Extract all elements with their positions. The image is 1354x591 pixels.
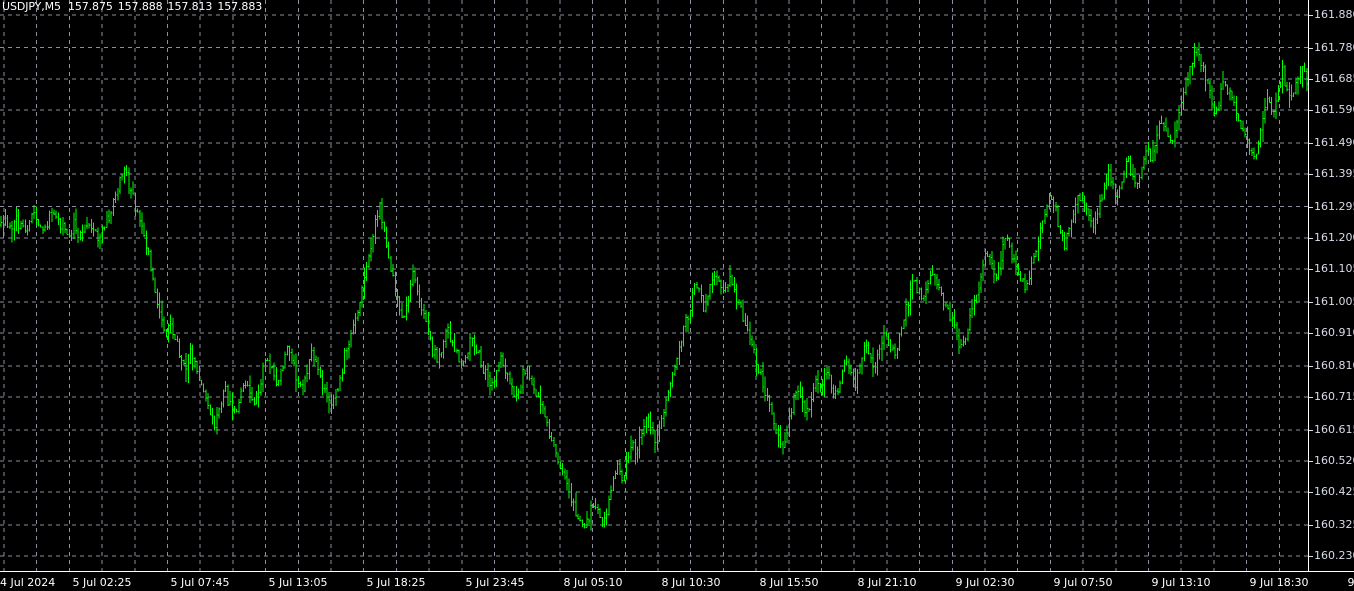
price-axis[interactable]: 161.880 161.780 161.685 161.590 161.490 161.3… <box>1308 0 1354 571</box>
time-axis-label: 9 Jul 18:30 <box>1249 576 1309 589</box>
time-axis-label: 8 Jul 10:30 <box>661 576 721 589</box>
price-tick-mark <box>1309 79 1313 80</box>
time-axis-label: 5 Jul 23:45 <box>465 576 525 589</box>
price-tick-mark <box>1309 461 1313 462</box>
price-axis-label: 161.105 <box>1314 262 1354 275</box>
price-tick-mark <box>1309 174 1313 175</box>
price-tick-mark <box>1309 207 1313 208</box>
time-axis[interactable]: 4 Jul 2024 5 Jul 02:25 5 Jul 07:45 5 Jul 13… <box>0 571 1354 591</box>
price-axis-label: 160.810 <box>1314 359 1354 372</box>
time-axis-label: 8 Jul 15:50 <box>759 576 819 589</box>
time-axis-label: 8 Jul 05:10 <box>563 576 623 589</box>
time-axis-label: 9 Jul 07:50 <box>1053 576 1113 589</box>
price-tick-mark <box>1309 430 1313 431</box>
price-axis-label: 161.200 <box>1314 231 1354 244</box>
time-axis-label: 9 Jul 13:10 <box>1151 576 1211 589</box>
price-tick-mark <box>1309 366 1313 367</box>
price-tick-mark <box>1309 492 1313 493</box>
price-bars-series <box>0 42 1308 531</box>
time-axis-label: 5 Jul 18:25 <box>366 576 426 589</box>
price-tick-mark <box>1309 48 1313 49</box>
time-axis-label: 4 Jul 2024 <box>0 576 56 589</box>
price-tick-mark <box>1309 333 1313 334</box>
price-axis-label: 160.230 <box>1314 549 1354 562</box>
time-axis-label: 8 Jul 21:10 <box>857 576 917 589</box>
time-axis-label: 9 Jul 23:50 <box>1347 576 1354 589</box>
price-tick-mark <box>1309 525 1313 526</box>
price-tick-mark <box>1309 269 1313 270</box>
price-axis-label: 161.780 <box>1314 41 1354 54</box>
price-axis-label: 160.615 <box>1314 423 1354 436</box>
ohlc-bars <box>0 42 1308 531</box>
price-axis-label: 161.880 <box>1314 8 1354 21</box>
price-axis-label: 161.685 <box>1314 72 1354 85</box>
chart-gridlines <box>0 0 1308 571</box>
price-tick-mark <box>1309 15 1313 16</box>
price-tick-mark <box>1309 302 1313 303</box>
price-axis-label: 161.395 <box>1314 167 1354 180</box>
time-axis-label: 9 Jul 02:30 <box>955 576 1015 589</box>
time-axis-label: 5 Jul 13:05 <box>268 576 328 589</box>
price-axis-label: 160.425 <box>1314 485 1354 498</box>
price-axis-label: 160.325 <box>1314 518 1354 531</box>
chart-plot-area[interactable] <box>0 0 1308 571</box>
time-axis-label: 5 Jul 07:45 <box>170 576 230 589</box>
price-axis-label: 160.715 <box>1314 390 1354 403</box>
price-axis-label: 161.005 <box>1314 295 1354 308</box>
price-tick-mark <box>1309 397 1313 398</box>
price-axis-label: 160.910 <box>1314 326 1354 339</box>
price-axis-label: 161.490 <box>1314 136 1354 149</box>
time-axis-label: 5 Jul 02:25 <box>72 576 132 589</box>
price-axis-label: 161.590 <box>1314 103 1354 116</box>
price-tick-mark <box>1309 556 1313 557</box>
price-tick-mark <box>1309 143 1313 144</box>
price-tick-mark <box>1309 238 1313 239</box>
price-axis-label: 161.295 <box>1314 200 1354 213</box>
price-tick-mark <box>1309 110 1313 111</box>
price-axis-label: 160.520 <box>1314 454 1354 467</box>
